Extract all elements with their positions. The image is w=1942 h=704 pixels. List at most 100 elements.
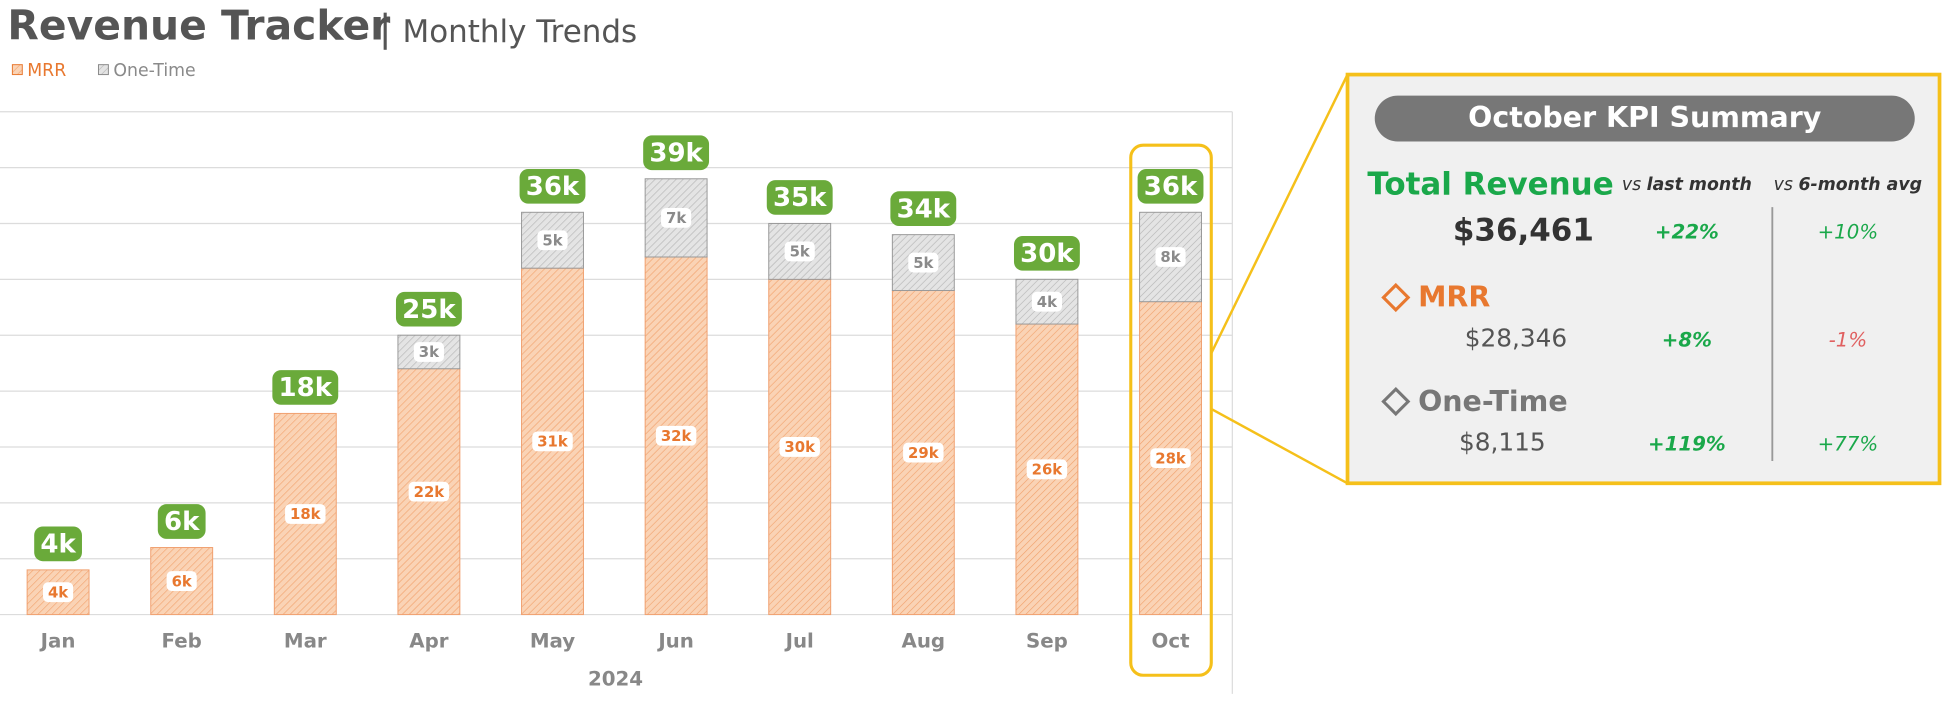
kpi-panel: October KPI Summary vs last month vs 6-m…	[1345, 72, 1942, 486]
connector	[1210, 407, 1349, 485]
bar-value-label-group: 6k	[166, 571, 197, 591]
x-tick-label: Aug	[902, 629, 946, 652]
kpi-column-header: vs 6-month avg	[1774, 175, 1922, 195]
bar-value-label-group: 4k	[43, 582, 74, 603]
bar-value-label-background	[43, 582, 74, 603]
total-label: 35k	[773, 183, 827, 213]
kpi-icon	[1381, 282, 1411, 313]
total-label: 18k	[279, 373, 333, 403]
bar-value-label: 31k	[537, 433, 569, 451]
total-label: 36k	[526, 172, 580, 202]
connector	[1210, 74, 1349, 354]
x-tick-label: Sep	[1026, 629, 1068, 652]
bar-value-label: 7k	[666, 209, 687, 227]
bar-value-label-group: 32k	[655, 425, 697, 446]
total-label-group: 30k	[1013, 235, 1080, 271]
x-tick-label: May	[530, 629, 575, 652]
total-label-group: 36k	[1137, 168, 1204, 204]
total-label-background	[766, 180, 833, 215]
kpi-change: +10%	[1818, 221, 1879, 244]
bar-value-label-group: 8k	[1155, 247, 1186, 267]
total-label-group: 36k	[519, 168, 586, 204]
bar-value-label: 28k	[1155, 449, 1187, 467]
bar-value-label: 18k	[290, 505, 322, 523]
x-tick-label: Jan	[39, 629, 76, 652]
bar-value-label-background	[1031, 291, 1062, 312]
kpi-change: +22%	[1655, 221, 1719, 244]
legend-label: One-Time	[113, 61, 195, 81]
legend-swatch	[97, 64, 109, 76]
kpi-value: $36,461	[1453, 212, 1594, 248]
total-label-background	[1013, 235, 1080, 271]
x-axis-label: 2024	[588, 668, 643, 691]
bar-value-label: 8k	[1160, 248, 1181, 266]
bar-value-label: 5k	[542, 231, 563, 249]
bar-value-label: 22k	[414, 483, 446, 501]
chart-subtitle: Monthly Trends	[403, 14, 638, 50]
x-tick-label: Jul	[784, 629, 814, 652]
bar-value-label-background	[537, 230, 568, 251]
bar-value-label-background	[166, 571, 197, 591]
total-label: 4k	[40, 530, 76, 560]
bar-value-label-group: 3k	[413, 342, 444, 362]
total-label-group: 6k	[157, 504, 206, 539]
bar-value-label-background	[903, 442, 944, 463]
bar-value-label: 5k	[790, 243, 811, 261]
total-label: 34k	[897, 194, 951, 224]
kpi-label: One-Time	[1418, 385, 1568, 418]
kpi-change: +77%	[1818, 432, 1879, 455]
x-tick-label: Oct	[1152, 629, 1191, 652]
total-label-background	[643, 135, 710, 171]
total-label-group: 4k	[34, 526, 82, 562]
kpi-background	[1345, 72, 1942, 486]
bar-segment	[397, 334, 461, 370]
kpi-column-prefix: vs	[1774, 175, 1793, 195]
bar-value-label-background	[532, 431, 573, 452]
total-label-group: 25k	[395, 291, 462, 327]
bar-value-label-background	[285, 504, 326, 524]
bar-value-label-group: 30k	[779, 437, 820, 457]
x-tick-label: Feb	[162, 629, 202, 652]
total-label-group: 34k	[890, 191, 957, 226]
bar-value-label: 26k	[1032, 461, 1064, 479]
total-label-group: 18k	[272, 370, 339, 405]
kpi-icon	[1381, 386, 1411, 417]
kpi-change: -1%	[1829, 328, 1868, 351]
total-label: 39k	[649, 139, 703, 169]
kpi-header	[1374, 95, 1915, 142]
kpi-label: MRR	[1418, 281, 1490, 314]
x-tick-label: Jun	[656, 629, 694, 652]
bar-value-label-group: 7k	[661, 207, 692, 228]
kpi-column-label: 6-month avg	[1798, 175, 1922, 195]
bar-value-label-background	[1155, 247, 1186, 267]
total-label-background	[890, 191, 957, 226]
total-label-background	[519, 168, 586, 204]
bar-value-label-group: 18k	[285, 504, 326, 524]
bar-value-label-background	[413, 342, 444, 362]
bar-value-label: 32k	[661, 427, 693, 445]
x-tick-label: Apr	[409, 629, 448, 652]
bar-value-label: 3k	[419, 343, 440, 361]
bar-value-label-group: 4k	[1031, 291, 1062, 312]
bar-value-label-group: 5k	[784, 241, 815, 262]
total-label-group: 35k	[766, 180, 833, 215]
x-tick-label: Mar	[284, 629, 327, 652]
bar-value-label-group: 28k	[1150, 448, 1191, 469]
bar-value-label: 5k	[913, 254, 934, 272]
kpi-value: $8,115	[1459, 428, 1546, 457]
legend-label: MRR	[27, 61, 66, 81]
kpi-change: +119%	[1648, 432, 1726, 455]
legend-swatch	[11, 64, 23, 76]
kpi-column-header: vs last month	[1622, 175, 1752, 195]
total-label: 36k	[1144, 172, 1198, 202]
total-label-background	[34, 526, 82, 562]
total-label-group: 39k	[643, 135, 710, 171]
kpi-column-prefix: vs	[1622, 175, 1641, 195]
bar-value-label: 4k	[1037, 293, 1058, 311]
kpi-column-label: last month	[1647, 175, 1752, 195]
chart-title: Revenue Tracker	[7, 2, 391, 50]
total-label: 6k	[164, 507, 200, 537]
total-label: 25k	[402, 295, 456, 325]
total-label-background	[1137, 168, 1204, 204]
